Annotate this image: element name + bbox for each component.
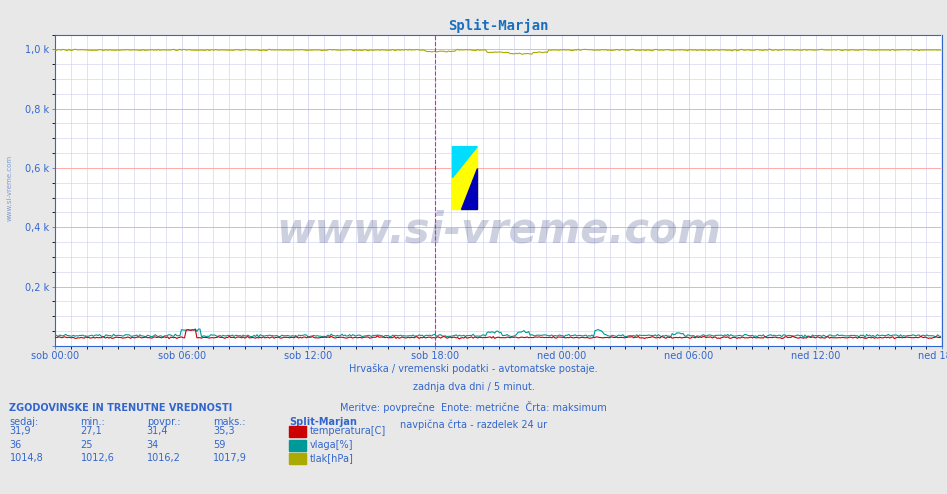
Text: 36: 36 <box>9 440 22 450</box>
Text: vlaga[%]: vlaga[%] <box>310 440 353 450</box>
Text: 35,3: 35,3 <box>213 426 235 436</box>
Text: 25: 25 <box>80 440 93 450</box>
Text: 1012,6: 1012,6 <box>80 453 115 463</box>
Text: 31,4: 31,4 <box>147 426 169 436</box>
Text: temperatura[C]: temperatura[C] <box>310 426 386 436</box>
Title: Split-Marjan: Split-Marjan <box>448 19 549 34</box>
Text: 1017,9: 1017,9 <box>213 453 247 463</box>
Text: 31,9: 31,9 <box>9 426 31 436</box>
Text: ZGODOVINSKE IN TRENUTNE VREDNOSTI: ZGODOVINSKE IN TRENUTNE VREDNOSTI <box>9 403 233 412</box>
Polygon shape <box>453 147 477 209</box>
Text: 1016,2: 1016,2 <box>147 453 181 463</box>
Text: povpr.:: povpr.: <box>147 417 180 427</box>
Text: Meritve: povprečne  Enote: metrične  Črta: maksimum: Meritve: povprečne Enote: metrične Črta:… <box>340 401 607 412</box>
Text: sedaj:: sedaj: <box>9 417 39 427</box>
Text: Split-Marjan: Split-Marjan <box>289 417 357 427</box>
Polygon shape <box>453 147 477 178</box>
Text: maks.:: maks.: <box>213 417 245 427</box>
Text: 27,1: 27,1 <box>80 426 102 436</box>
Text: 34: 34 <box>147 440 159 450</box>
Text: zadnja dva dni / 5 minut.: zadnja dva dni / 5 minut. <box>413 382 534 392</box>
Polygon shape <box>461 168 477 209</box>
Text: www.si-vreme.com: www.si-vreme.com <box>7 155 12 221</box>
Text: tlak[hPa]: tlak[hPa] <box>310 453 353 463</box>
Text: 1014,8: 1014,8 <box>9 453 44 463</box>
Text: Hrvaška / vremenski podatki - avtomatske postaje.: Hrvaška / vremenski podatki - avtomatske… <box>349 363 598 373</box>
Text: www.si-vreme.com: www.si-vreme.com <box>277 209 721 251</box>
Text: 59: 59 <box>213 440 225 450</box>
Text: min.:: min.: <box>80 417 105 427</box>
Text: navpična črta - razdelek 24 ur: navpična črta - razdelek 24 ur <box>400 419 547 430</box>
